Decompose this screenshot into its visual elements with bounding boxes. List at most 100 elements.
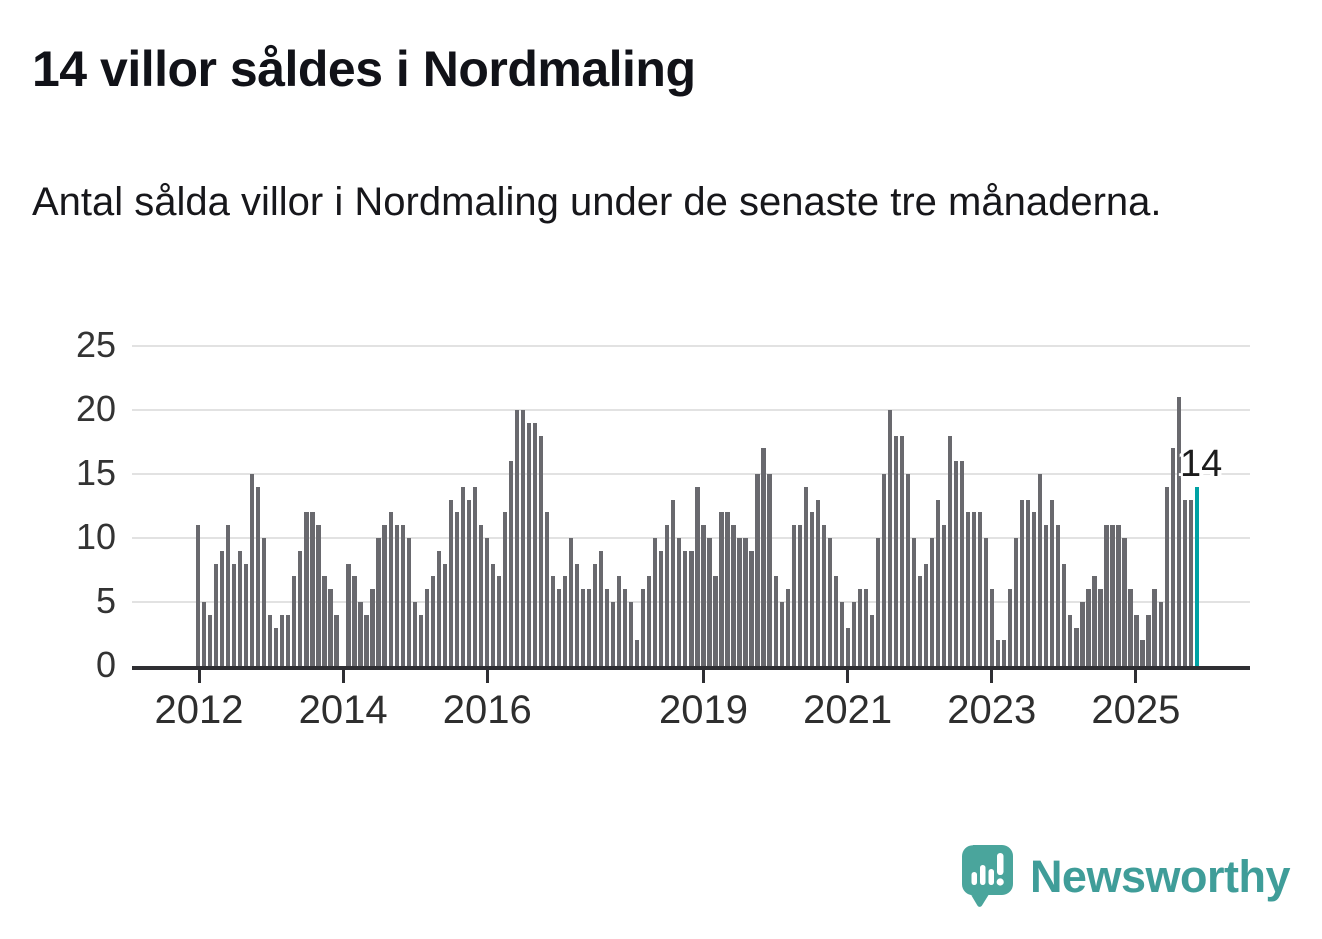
bar — [990, 589, 995, 666]
bar — [893, 435, 899, 666]
bar — [683, 550, 688, 666]
bar — [1026, 499, 1031, 666]
bar — [929, 538, 935, 666]
bar — [1062, 563, 1067, 666]
bar — [725, 512, 730, 666]
bar — [863, 589, 868, 666]
bar — [851, 602, 856, 666]
bar — [617, 576, 622, 666]
bar — [1092, 576, 1097, 666]
x-tick-2014 — [341, 670, 345, 683]
bar — [496, 576, 501, 666]
bar — [635, 640, 640, 666]
y-axis-label-5: 5 — [95, 580, 116, 621]
bar — [605, 589, 610, 666]
bar — [514, 410, 520, 666]
chart-subtitle: Antal sålda villor i Nordmaling under de… — [32, 180, 1162, 224]
bar — [749, 550, 754, 666]
bar — [779, 602, 784, 666]
bar — [1074, 627, 1079, 666]
bar — [1044, 525, 1049, 666]
bar — [274, 627, 279, 666]
bar — [1188, 499, 1193, 666]
y-axis-label-15: 15 — [75, 452, 116, 493]
bar — [364, 614, 369, 666]
x-tick-2016 — [485, 670, 489, 683]
bar — [436, 550, 441, 666]
bar — [791, 525, 796, 666]
logo-exclamation — [996, 853, 1004, 875]
gridline-15 — [132, 473, 1250, 475]
bar — [743, 538, 748, 666]
bar — [587, 589, 592, 666]
bar — [803, 486, 808, 666]
bar — [1056, 525, 1061, 666]
bar — [382, 525, 387, 666]
bar — [1146, 614, 1151, 666]
bar — [737, 538, 742, 666]
bar — [568, 538, 574, 666]
x-tick-2019 — [702, 670, 705, 683]
bar — [244, 563, 249, 666]
bar — [358, 602, 363, 666]
bar — [1170, 448, 1175, 666]
bar — [286, 614, 291, 666]
bar — [695, 486, 700, 666]
newsworthy-logo-icon — [961, 845, 1013, 907]
bar — [484, 538, 489, 666]
bar — [1038, 474, 1043, 666]
bar — [1140, 640, 1145, 666]
bar — [1002, 640, 1007, 666]
bar — [466, 499, 471, 666]
y-axis-label-20: 20 — [75, 388, 116, 429]
x-axis-label-2021: 2021 — [803, 688, 893, 732]
bar — [196, 525, 201, 666]
page-title: 14 villor såldes i Nordmaling — [32, 41, 696, 97]
bar — [544, 512, 550, 666]
bar — [629, 602, 634, 666]
x-tick-2025 — [1134, 670, 1138, 683]
bar — [1116, 525, 1121, 666]
bars-container — [196, 346, 1199, 666]
bar — [833, 576, 838, 666]
bar — [1068, 614, 1073, 666]
bar — [454, 512, 459, 666]
logo-bar-2 — [979, 865, 986, 885]
bar — [731, 525, 736, 666]
bar — [226, 525, 231, 666]
bar — [959, 461, 965, 666]
bar — [202, 602, 207, 666]
bar — [508, 461, 514, 666]
latest-value-label: 14 — [1179, 442, 1223, 485]
bar — [899, 435, 905, 666]
bar — [280, 614, 285, 666]
x-axis-label-2014: 2014 — [298, 688, 388, 732]
x-axis-label-2025: 2025 — [1091, 688, 1181, 732]
bar — [292, 576, 297, 666]
bar — [611, 602, 616, 666]
bar — [659, 550, 664, 666]
bar — [905, 474, 911, 666]
bar — [388, 512, 393, 666]
bar — [406, 538, 411, 666]
bar — [647, 576, 652, 666]
bar — [755, 474, 760, 666]
bar — [984, 538, 989, 666]
newsworthy-logo-text: Newsworthy — [1029, 850, 1291, 902]
bar — [316, 525, 321, 666]
bar — [256, 486, 261, 666]
bar — [250, 474, 255, 666]
bar — [550, 576, 556, 666]
bar — [1164, 486, 1169, 666]
x-tick-2012 — [197, 670, 201, 683]
bar — [412, 602, 417, 666]
bar — [370, 589, 375, 666]
bar — [442, 563, 447, 666]
gridline-10 — [132, 537, 1250, 539]
bar — [1122, 538, 1127, 666]
bar — [941, 525, 947, 666]
bar — [262, 538, 267, 666]
bar — [538, 435, 544, 666]
bar — [472, 486, 477, 666]
bar — [671, 499, 676, 666]
